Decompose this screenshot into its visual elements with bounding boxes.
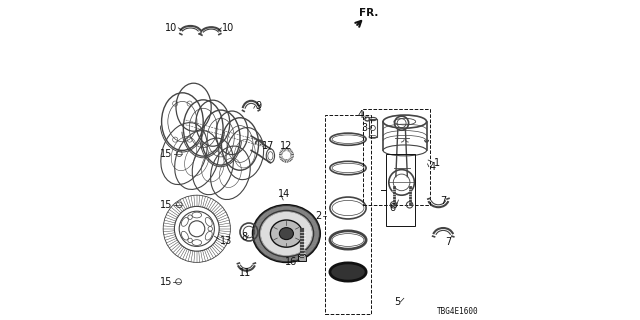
Text: 14: 14	[278, 189, 290, 199]
Text: 13: 13	[220, 236, 232, 246]
Bar	[369, 119, 377, 137]
Text: 6: 6	[389, 203, 396, 213]
Circle shape	[282, 151, 291, 160]
Text: 3: 3	[361, 123, 367, 133]
Ellipse shape	[259, 211, 314, 257]
Ellipse shape	[279, 228, 293, 240]
Bar	[364, 109, 430, 205]
Text: 7: 7	[445, 236, 452, 247]
Bar	[325, 115, 371, 314]
Text: 10: 10	[165, 23, 178, 33]
Circle shape	[279, 148, 293, 162]
Ellipse shape	[253, 205, 320, 262]
Text: 1: 1	[434, 157, 440, 168]
Ellipse shape	[298, 254, 306, 258]
Text: 4: 4	[358, 110, 364, 120]
Text: 15: 15	[161, 200, 173, 210]
Bar	[298, 256, 306, 261]
Text: 15: 15	[160, 276, 172, 287]
Ellipse shape	[270, 220, 302, 247]
Ellipse shape	[330, 263, 366, 281]
Text: 15: 15	[161, 148, 173, 159]
Text: 7: 7	[440, 196, 446, 206]
Text: 5: 5	[394, 297, 400, 308]
Text: FR.: FR.	[359, 8, 378, 18]
Text: 16: 16	[285, 257, 297, 268]
Text: 2: 2	[316, 211, 322, 221]
Bar	[386, 154, 415, 226]
Text: 9: 9	[255, 100, 262, 111]
Text: 4: 4	[429, 162, 436, 172]
Text: TBG4E1600: TBG4E1600	[436, 308, 479, 316]
Text: 8: 8	[241, 232, 247, 243]
Text: 12: 12	[280, 140, 292, 151]
Text: 11: 11	[239, 268, 252, 278]
Text: 17: 17	[262, 140, 274, 151]
Text: 10: 10	[223, 23, 235, 33]
